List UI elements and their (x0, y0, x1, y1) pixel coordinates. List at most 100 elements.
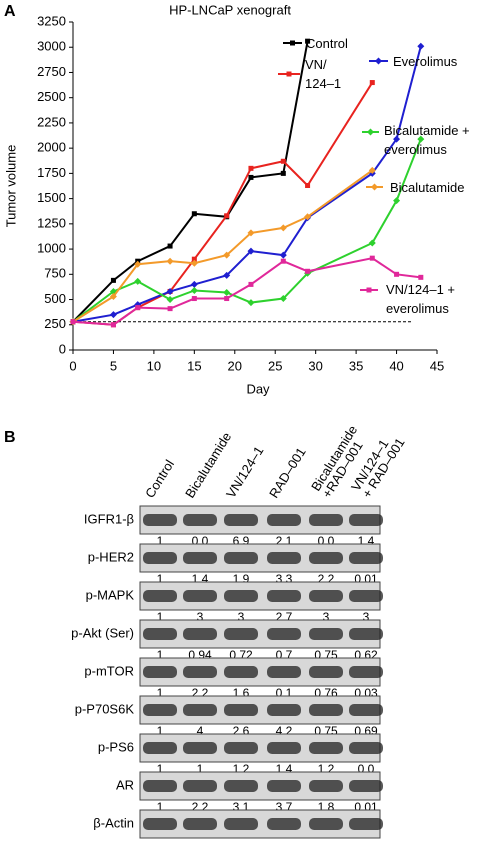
point (247, 229, 255, 237)
y-tick-label: 2250 (37, 114, 66, 129)
row-value: 1 (157, 610, 164, 624)
legend-marker (290, 40, 295, 46)
y-tick-label: 750 (44, 266, 66, 281)
row-label: p-HER2 (88, 549, 134, 564)
point (248, 281, 254, 287)
row-label: p-mTOR (84, 663, 134, 678)
legend-marker (367, 128, 374, 136)
series-line (72, 45, 422, 323)
row-label: p-Akt (Ser) (71, 625, 134, 640)
point (304, 213, 312, 221)
point (110, 277, 116, 283)
blot-band (267, 590, 301, 602)
row-value: 1 (157, 686, 164, 700)
x-tick-label: 25 (268, 358, 282, 373)
blot-band (183, 818, 217, 830)
legend-label: Bicalutamide + everolimus (384, 123, 470, 157)
blot-band (267, 818, 301, 830)
point (224, 296, 230, 302)
point (417, 42, 425, 50)
row-value: 1 (157, 534, 164, 548)
point (368, 239, 376, 247)
blot-band (183, 704, 217, 716)
point (166, 287, 174, 295)
x-tick-label: 5 (110, 358, 117, 373)
point (166, 257, 174, 265)
x-tick-label: 45 (430, 358, 444, 373)
blot-band (309, 552, 343, 564)
blot-band (309, 514, 343, 526)
point (70, 319, 76, 325)
blot-band (143, 514, 177, 526)
blot-band (224, 552, 258, 564)
row-value: 3 (197, 610, 204, 624)
y-tick-label: 3250 (37, 13, 66, 28)
point (167, 306, 173, 312)
row-label: p-P70S6K (75, 701, 135, 716)
blot-band (309, 628, 343, 640)
point (279, 251, 287, 259)
point (247, 247, 255, 255)
blot-band (183, 666, 217, 678)
blot-band (267, 742, 301, 754)
point (280, 258, 286, 264)
panel-label: A (4, 3, 16, 20)
point (110, 322, 116, 328)
blot-band (224, 514, 258, 526)
blot-band (183, 780, 217, 792)
blot-band (309, 780, 343, 792)
point (248, 174, 254, 180)
blot-band (267, 666, 301, 678)
blot-band (143, 628, 177, 640)
row-label: IGFR1-β (84, 511, 134, 526)
y-tick-label: 2000 (37, 140, 66, 155)
series-line (72, 138, 422, 323)
chart-title: HP-LNCaP xenograft (169, 2, 291, 17)
row-value: 3 (323, 610, 330, 624)
blot-band (349, 780, 383, 792)
point (305, 268, 311, 274)
blot-band (267, 552, 301, 564)
point (167, 243, 173, 249)
point (190, 286, 198, 294)
point (418, 274, 424, 280)
y-tick-label: 1000 (37, 241, 66, 256)
blot-band (183, 742, 217, 754)
blot-band (224, 742, 258, 754)
point (305, 182, 311, 188)
point (190, 280, 198, 288)
blot-band (309, 590, 343, 602)
y-tick-label: 1500 (37, 190, 66, 205)
blot-band (224, 590, 258, 602)
legend-label: VN/124–1 + everolimus (386, 282, 456, 316)
point (191, 256, 197, 262)
row-value: 1 (157, 724, 164, 738)
point (109, 293, 117, 301)
legend-marker (371, 183, 378, 191)
blot-band (224, 818, 258, 830)
point (280, 170, 286, 176)
row-label: AR (116, 777, 134, 792)
y-tick-label: 250 (44, 316, 66, 331)
point (190, 259, 198, 267)
blot-band (224, 704, 258, 716)
point (223, 251, 231, 259)
series-line (72, 40, 309, 323)
point (368, 166, 376, 174)
point (109, 311, 117, 319)
point (393, 197, 401, 205)
point (134, 260, 142, 268)
x-tick-label: 10 (147, 358, 161, 373)
row-value: 1 (157, 800, 164, 814)
panel-label: B (4, 429, 16, 446)
row-label: p-PS6 (98, 739, 134, 754)
blot-band (224, 666, 258, 678)
blot-band (224, 780, 258, 792)
point (247, 299, 255, 307)
legend-marker (286, 71, 292, 77)
point (393, 135, 401, 143)
blot-band (267, 628, 301, 640)
blot-band (349, 818, 383, 830)
point (223, 271, 231, 279)
